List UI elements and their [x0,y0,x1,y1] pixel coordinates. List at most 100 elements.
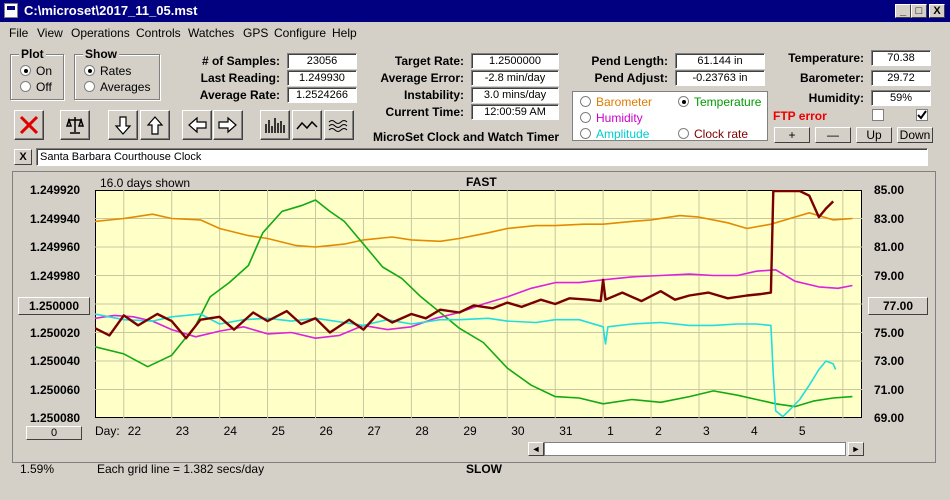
enable-checkbox[interactable] [916,109,928,121]
samples-value: 23056 [287,53,357,69]
menu-gps[interactable]: GPS [243,26,269,40]
x-tick-label: 1 [607,424,614,438]
right-tick-label: 81.00 [874,240,905,254]
series-lines [95,190,853,418]
x-tick-label: 22 [127,424,142,438]
overlay-humidity-radio[interactable]: Humidity [580,111,643,125]
overlay-temperature-radio[interactable]: Temperature [678,95,761,109]
plot-off-radio[interactable]: Off [20,80,52,94]
menu-watches[interactable]: Watches [188,26,235,40]
radio-empty-icon [678,128,689,139]
current-time-label: Current Time: [385,105,464,119]
chart-plot-area [95,190,862,418]
series-humidity [95,269,853,339]
bar-view-button[interactable] [260,110,290,140]
menu-file[interactable]: File [9,26,29,40]
arrow-right-button[interactable] [213,110,243,140]
window-title: C:\microset\2017_11_05.mst [24,3,198,18]
series-temperature [95,199,853,408]
menu-controls[interactable]: Controls [136,26,181,40]
overlay-clock-rate-radio[interactable]: Clock rate [678,127,748,141]
left-value-box[interactable]: 1.250000 [18,297,90,315]
arrow-left-button[interactable] [182,110,212,140]
wave-icon [328,120,348,132]
left-tick-label: 1.250080 [30,411,81,425]
line-view-button[interactable] [292,110,322,140]
temperature-label: Temperature: [788,51,864,65]
grid-note: Each grid line = 1.382 secs/day [97,462,265,476]
overlay-selector [572,91,768,141]
plot-group: Plot [10,47,64,100]
instability-label: Instability: [403,88,464,102]
close-button[interactable]: X [929,4,945,18]
left-tick-label: 1.250020 [30,325,81,340]
clock-close-button[interactable]: X [14,149,32,165]
down-button[interactable]: Down [897,127,933,143]
menu-view[interactable]: View [37,26,63,40]
left-tick-label: 1.249940 [30,211,81,226]
horizontal-scrollbar[interactable]: ◄ ► [527,441,865,457]
minimize-button[interactable]: _ [895,4,911,18]
up-button[interactable]: Up [856,127,892,143]
plus-button[interactable]: + [774,127,810,143]
pend-length-value: 61.144 in [675,53,765,69]
scroll-right-button[interactable]: ► [848,442,864,456]
day-prefix: Day: [95,424,120,438]
humidity-value: 59% [871,90,931,106]
last-reading-value: 1.249930 [287,70,357,86]
radio-selected-icon [20,65,31,76]
target-rate-label: Target Rate: [394,54,464,68]
average-rate-label: Average Rate: [199,88,280,102]
arrow-left-icon [188,116,207,134]
ftp-checkbox[interactable] [872,109,884,121]
last-reading-label: Last Reading: [200,71,280,85]
average-error-label: Average Error: [380,71,464,85]
right-value-box[interactable]: 77.00 [868,297,928,315]
arrow-down-button[interactable] [108,110,138,140]
x-tick-label: 23 [175,424,190,438]
offset-box[interactable]: 0 [26,426,82,440]
menu-help[interactable]: Help [332,26,357,40]
overlay-barometer-radio[interactable]: Barometer [580,95,652,109]
x-tick-label: 4 [750,424,758,438]
x-tick-label: 30 [511,424,525,438]
right-tick-label: 85.00 [874,183,905,197]
show-averages-radio[interactable]: Averages [84,80,150,94]
maximize-button[interactable]: □ [911,4,927,18]
left-tick-label: 1.250040 [30,354,81,368]
average-error-value: -2.8 min/day [471,70,559,86]
minus-button[interactable]: — [815,127,851,143]
stop-button[interactable] [14,110,44,140]
radio-selected-icon [678,96,689,107]
radio-empty-icon [84,81,95,92]
balance-button[interactable] [60,110,90,140]
left-tick-label: 1.249980 [30,268,81,283]
radio-selected-icon [84,65,95,76]
arrow-up-button[interactable] [140,110,170,140]
humidity-label: Humidity: [808,91,864,105]
series-barometer [95,211,853,248]
menu-configure[interactable]: Configure [274,26,327,40]
app-caption: MicroSet Clock and Watch Timer [373,130,560,144]
scroll-left-button[interactable]: ◄ [528,442,544,456]
fast-label: FAST [466,175,497,189]
check-mark-icon [917,110,927,120]
left-tick-label: 1.250060 [30,382,81,397]
temperature-value: 70.38 [871,50,931,66]
plot-on-radio[interactable]: On [20,64,52,78]
wave-view-button[interactable] [324,110,354,140]
right-tick-label: 79.00 [874,268,905,283]
average-rate-value: 1.2524266 [287,87,357,103]
app-icon [4,3,18,18]
pend-length-label: Pend Length: [591,54,668,68]
show-rates-radio[interactable]: Rates [84,64,131,78]
clock-name-field[interactable]: Santa Barbara Courthouse Clock [36,148,928,166]
line-chart-icon [296,120,318,130]
menu-bar: File View Operations Controls Watches GP… [0,22,950,42]
right-tick-label: 71.00 [874,382,905,397]
menu-operations[interactable]: Operations [71,26,130,40]
overlay-amplitude-radio[interactable]: Amplitude [580,127,649,141]
x-tick-label: 24 [223,424,237,438]
scroll-thumb[interactable] [544,442,846,456]
pend-adjust-value: -0.23763 in [675,70,765,86]
